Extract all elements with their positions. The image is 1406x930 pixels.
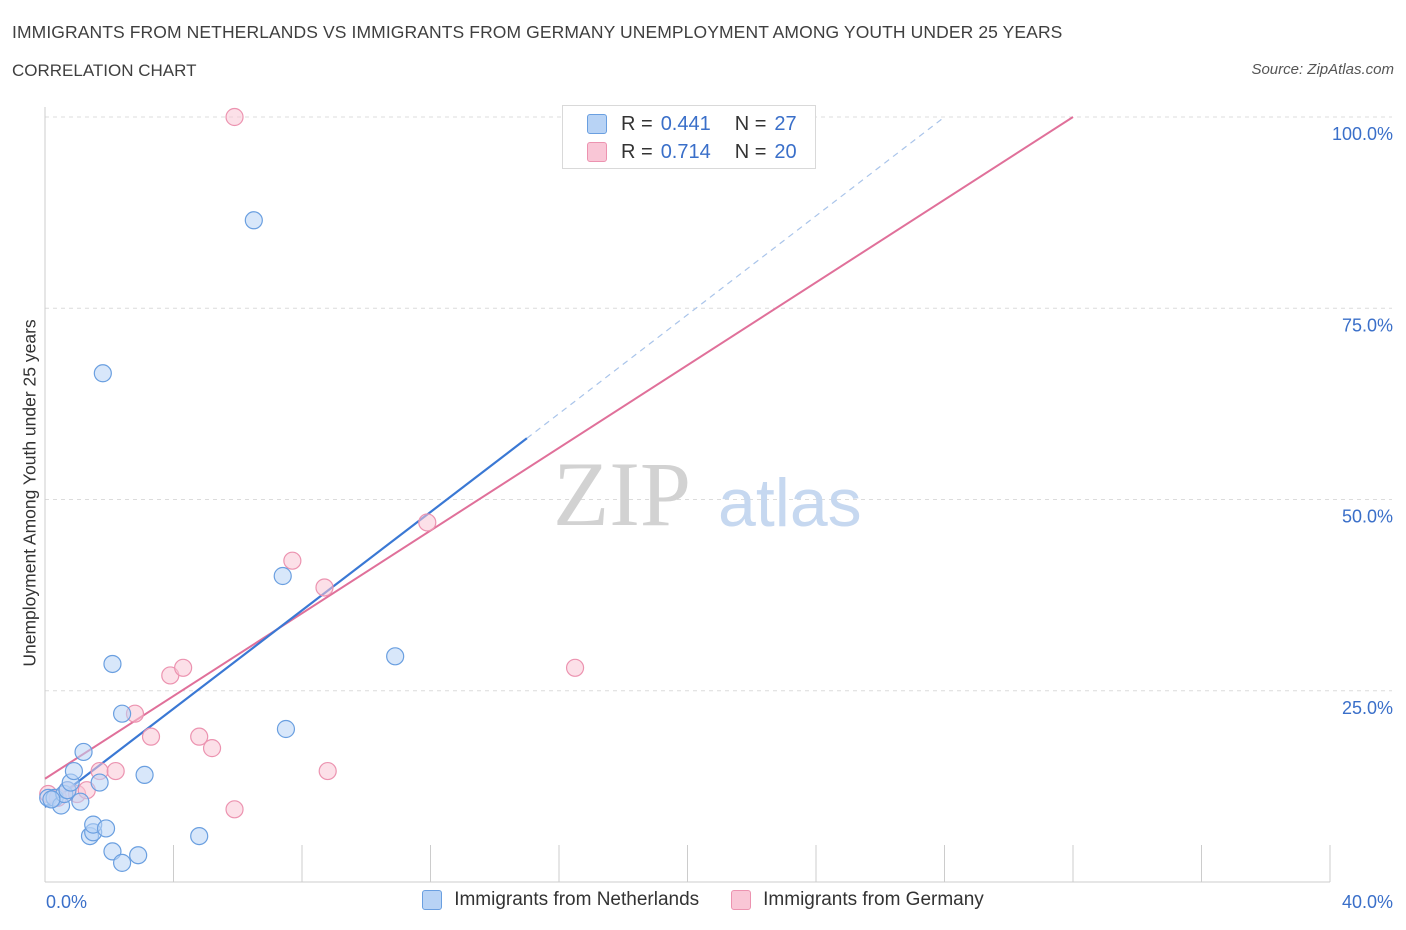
chart-source: Source: ZipAtlas.com: [1251, 61, 1394, 78]
germany-point: [141, 727, 161, 746]
legend-label: Immigrants from Germany: [763, 889, 984, 910]
legend-row-netherlands: R = 0.441 N = 27: [587, 112, 797, 136]
y-tick-label: 25.0%: [1342, 698, 1393, 718]
netherlands-trend-line: [44, 437, 528, 808]
netherlands-point: [42, 790, 61, 809]
legend-item-germany[interactable]: Immigrants from Germany: [731, 889, 984, 911]
netherlands-point: [135, 765, 154, 785]
germany-point: [174, 658, 193, 677]
y-tick-label: 50.0%: [1342, 507, 1393, 527]
germany-point: [315, 578, 334, 597]
netherlands-swatch: [587, 114, 607, 134]
germany-point: [190, 727, 209, 746]
tick-labels: 25.0% 50.0% 75.0% 100.0% 0.0% 40.0%: [46, 124, 1393, 912]
germany-swatch: [587, 142, 607, 162]
watermark-atlas: atlas: [718, 465, 862, 541]
n-value: 20: [774, 140, 797, 163]
n-label: N =: [734, 140, 767, 163]
netherlands-point: [190, 826, 209, 846]
axes: [44, 107, 1331, 883]
r-value: 0.441: [660, 112, 711, 135]
r-label: R =: [621, 112, 653, 135]
y-tick-label: 100.0%: [1332, 124, 1393, 144]
germany-point: [225, 800, 244, 819]
germany-point: [418, 513, 437, 532]
germany-point: [225, 107, 244, 127]
germany-point: [565, 658, 585, 677]
x-tick-label: 0.0%: [46, 892, 87, 912]
correlation-legend: R = 0.441 N = 27 R = 0.714 N = 20: [562, 105, 816, 169]
germany-trend-line: [44, 116, 1074, 780]
germany-point: [106, 761, 125, 781]
trend-lines: [44, 116, 1074, 808]
netherlands-swatch: [422, 890, 443, 910]
netherlands-point: [74, 742, 93, 762]
r-label: R =: [621, 140, 653, 163]
netherlands-point: [96, 819, 116, 838]
legend-row-germany: R = 0.714 N = 20: [587, 140, 797, 164]
y-tick-label: 75.0%: [1342, 315, 1393, 335]
germany-swatch: [731, 890, 752, 910]
chart-title: IMMIGRANTS FROM NETHERLANDS VS IMMIGRANT…: [12, 22, 1063, 42]
x-tick-label: 40.0%: [1342, 892, 1393, 912]
netherlands-point: [71, 792, 90, 811]
data-points: [39, 107, 585, 872]
netherlands-point: [112, 704, 132, 723]
chart-subtitle: CORRELATION CHART: [12, 61, 197, 80]
netherlands-point: [273, 566, 292, 586]
netherlands-point: [64, 761, 84, 781]
y-axis-label: Unemployment Among Youth under 25 years: [19, 319, 40, 667]
series-legend: Immigrants from Netherlands Immigrants f…: [0, 889, 1406, 911]
watermark-zip: ZIP: [553, 443, 691, 545]
legend-item-netherlands[interactable]: Immigrants from Netherlands: [422, 889, 699, 911]
germany-point: [283, 551, 302, 570]
netherlands-point: [112, 853, 132, 872]
netherlands-point: [129, 846, 148, 865]
netherlands-point: [386, 647, 405, 666]
legend-label: Immigrants from Netherlands: [454, 889, 700, 910]
germany-point: [202, 739, 222, 758]
netherlands-point: [90, 773, 109, 792]
netherlands-point: [103, 654, 122, 674]
netherlands-point: [244, 211, 263, 230]
netherlands-point: [276, 719, 296, 739]
grid-lines: [45, 116, 1392, 692]
n-label: N =: [734, 112, 767, 135]
n-value: 27: [774, 112, 797, 135]
r-value: 0.714: [660, 140, 711, 163]
watermark: ZIP atlas: [553, 443, 862, 545]
netherlands-point: [93, 364, 112, 383]
germany-point: [318, 761, 337, 781]
